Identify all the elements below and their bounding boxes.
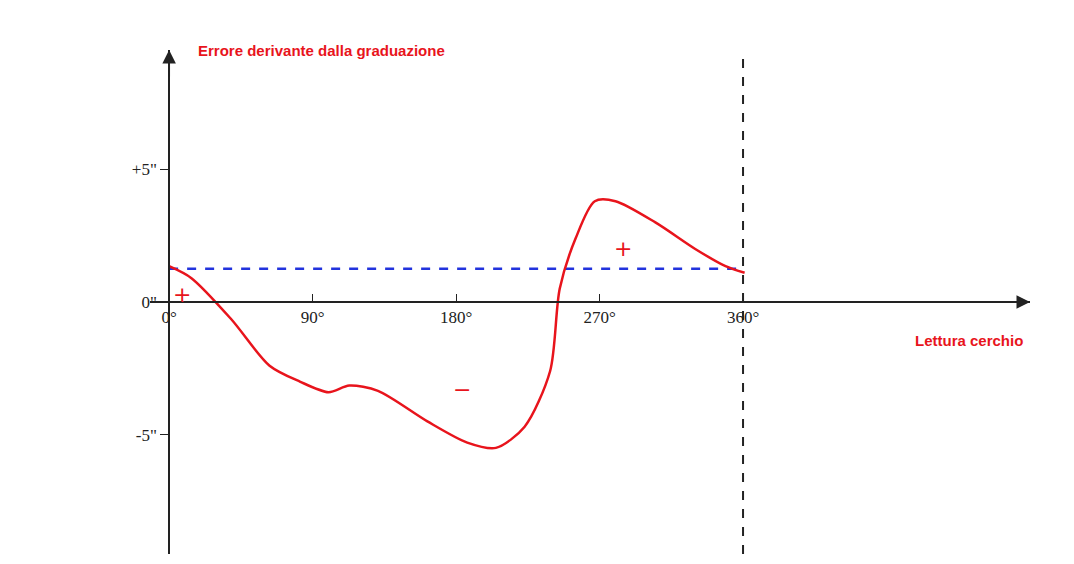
- svg-text:+5": +5": [132, 160, 157, 179]
- svg-text:270°: 270°: [583, 308, 615, 327]
- svg-text:0°: 0°: [161, 308, 176, 327]
- svg-text:180°: 180°: [440, 308, 472, 327]
- svg-text:360°: 360°: [727, 308, 759, 327]
- svg-text:−: −: [453, 377, 471, 402]
- svg-text:-5": -5": [136, 426, 157, 445]
- svg-text:0": 0": [141, 293, 156, 312]
- svg-text:90°: 90°: [301, 308, 325, 327]
- svg-text:+: +: [173, 282, 191, 307]
- svg-text:Lettura cerchio: Lettura cerchio: [915, 332, 1023, 349]
- svg-text:+: +: [614, 236, 632, 261]
- svg-text:Errore derivante dalla graduaz: Errore derivante dalla graduazione: [198, 42, 445, 59]
